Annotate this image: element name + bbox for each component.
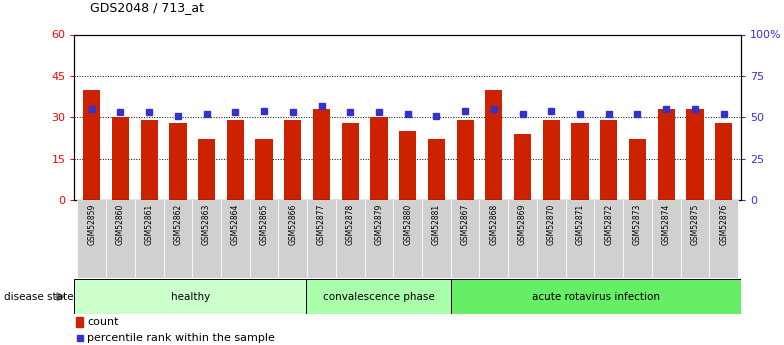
- Bar: [370, 117, 387, 200]
- Bar: [336, 200, 365, 278]
- Text: GSM52867: GSM52867: [461, 204, 470, 245]
- Bar: [514, 134, 532, 200]
- Text: GSM52876: GSM52876: [719, 204, 728, 245]
- Bar: [307, 279, 451, 314]
- Text: convalescence phase: convalescence phase: [323, 292, 434, 302]
- Bar: [307, 200, 336, 278]
- Bar: [422, 200, 451, 278]
- Text: GSM52873: GSM52873: [633, 204, 642, 245]
- Bar: [623, 200, 652, 278]
- Bar: [221, 200, 249, 278]
- Bar: [76, 317, 83, 327]
- Text: GSM52861: GSM52861: [145, 204, 154, 245]
- Bar: [83, 90, 100, 200]
- Bar: [485, 90, 503, 200]
- Bar: [112, 117, 129, 200]
- Text: GSM52875: GSM52875: [691, 204, 699, 245]
- Bar: [451, 279, 741, 314]
- Text: GSM52878: GSM52878: [346, 204, 354, 245]
- Bar: [681, 200, 710, 278]
- Bar: [192, 200, 221, 278]
- Bar: [78, 200, 106, 278]
- Text: GSM52881: GSM52881: [432, 204, 441, 245]
- Text: percentile rank within the sample: percentile rank within the sample: [87, 333, 275, 343]
- Bar: [543, 120, 560, 200]
- Bar: [572, 123, 589, 200]
- Bar: [227, 120, 244, 200]
- Bar: [169, 123, 187, 200]
- Bar: [428, 139, 445, 200]
- Bar: [451, 200, 480, 278]
- Bar: [342, 123, 359, 200]
- Bar: [74, 279, 307, 314]
- Text: GSM52869: GSM52869: [518, 204, 527, 245]
- Bar: [456, 120, 474, 200]
- Text: GSM52863: GSM52863: [202, 204, 211, 245]
- Bar: [256, 139, 273, 200]
- Bar: [313, 109, 330, 200]
- Text: GSM52865: GSM52865: [260, 204, 269, 245]
- Text: GSM52880: GSM52880: [403, 204, 412, 245]
- Bar: [600, 120, 617, 200]
- Text: GSM52874: GSM52874: [662, 204, 670, 245]
- Text: GSM52872: GSM52872: [604, 204, 613, 245]
- Bar: [715, 123, 732, 200]
- Text: GSM52871: GSM52871: [575, 204, 585, 245]
- Text: count: count: [87, 317, 118, 327]
- Bar: [365, 200, 394, 278]
- Text: GSM52870: GSM52870: [546, 204, 556, 245]
- Text: healthy: healthy: [171, 292, 210, 302]
- Bar: [135, 200, 164, 278]
- Bar: [710, 200, 738, 278]
- Bar: [686, 109, 703, 200]
- Bar: [164, 200, 192, 278]
- Text: GSM52866: GSM52866: [289, 204, 297, 245]
- Text: GSM52862: GSM52862: [173, 204, 183, 245]
- Bar: [566, 200, 594, 278]
- Bar: [394, 200, 422, 278]
- Bar: [629, 139, 646, 200]
- Bar: [106, 200, 135, 278]
- Bar: [652, 200, 681, 278]
- Text: GSM52860: GSM52860: [116, 204, 125, 245]
- Bar: [198, 139, 216, 200]
- Bar: [140, 120, 158, 200]
- Bar: [249, 200, 278, 278]
- Text: GSM52877: GSM52877: [317, 204, 326, 245]
- Text: disease state: disease state: [4, 292, 74, 302]
- Bar: [399, 131, 416, 200]
- Bar: [508, 200, 537, 278]
- Text: GSM52868: GSM52868: [489, 204, 499, 245]
- Bar: [594, 200, 623, 278]
- Text: GSM52859: GSM52859: [87, 204, 96, 245]
- Text: GDS2048 / 713_at: GDS2048 / 713_at: [90, 1, 204, 14]
- Bar: [480, 200, 508, 278]
- Bar: [284, 120, 301, 200]
- Bar: [278, 200, 307, 278]
- Text: GSM52864: GSM52864: [230, 204, 240, 245]
- Text: GSM52879: GSM52879: [375, 204, 383, 245]
- Bar: [537, 200, 566, 278]
- Bar: [658, 109, 675, 200]
- Text: acute rotavirus infection: acute rotavirus infection: [532, 292, 660, 302]
